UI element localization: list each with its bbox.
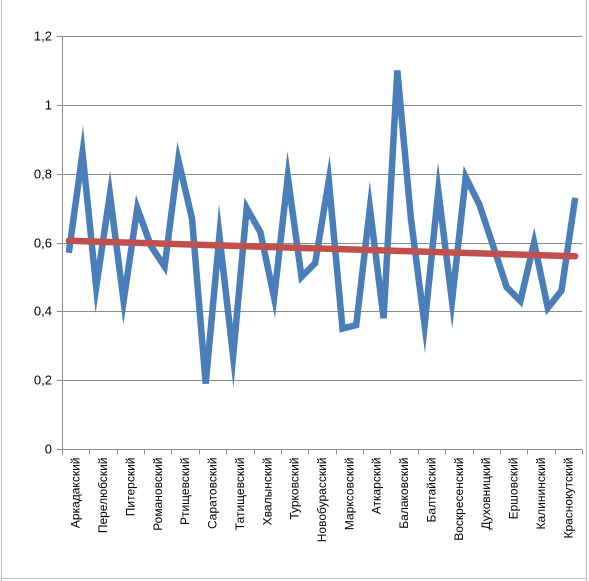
x-category-label: Балаковский [397, 458, 411, 529]
x-category-label: Калининский [534, 458, 548, 530]
x-category-label: Воскресенский [452, 458, 466, 541]
data-series [65, 70, 579, 388]
x-category-label: Питерский [123, 458, 137, 517]
x-category-label: Марксовский [342, 458, 356, 531]
x-category-label: Ртищевский [178, 458, 192, 526]
y-tick-label: 0 [45, 442, 52, 457]
x-category-label: Духовницкий [479, 458, 493, 530]
y-tick-label: 0,6 [34, 236, 52, 251]
x-category-label: Перелюбский [96, 458, 110, 534]
x-category-label: Романовский [151, 458, 165, 531]
x-category-label: Саратовский [206, 458, 220, 530]
x-category-label: Турковский [288, 458, 302, 520]
x-category-label: Аркадакский [69, 458, 83, 529]
x-category-label: Краснокутский [561, 458, 575, 539]
frame-bottom-border [1, 578, 587, 579]
frame-right-border [586, 0, 587, 581]
y-tick-label: 0,2 [34, 373, 52, 388]
series-line [65, 70, 579, 388]
x-category-label: Татищевский [233, 458, 247, 531]
x-category-label: Хвалынский [260, 458, 274, 526]
x-axis-category-labels: Аркадакский Перелюбский Питерский Романовск… [69, 458, 576, 543]
frame-left-border [1, 0, 2, 581]
y-tick-label: 0,4 [34, 304, 52, 319]
y-tick-label: 1 [45, 98, 52, 113]
axes [57, 36, 583, 455]
y-axis-tick-labels: 0 0,2 0,4 0,6 0,8 1 1,2 [34, 29, 52, 457]
x-category-label: Ершовский [507, 458, 521, 520]
x-category-label: Балтайский [424, 458, 438, 523]
y-tick-label: 1,2 [34, 29, 52, 44]
x-category-label: Новобурасский [315, 458, 329, 543]
trendline [65, 237, 579, 260]
y-tick-label: 0,8 [34, 167, 52, 182]
x-category-label: Аткарский [370, 458, 384, 515]
